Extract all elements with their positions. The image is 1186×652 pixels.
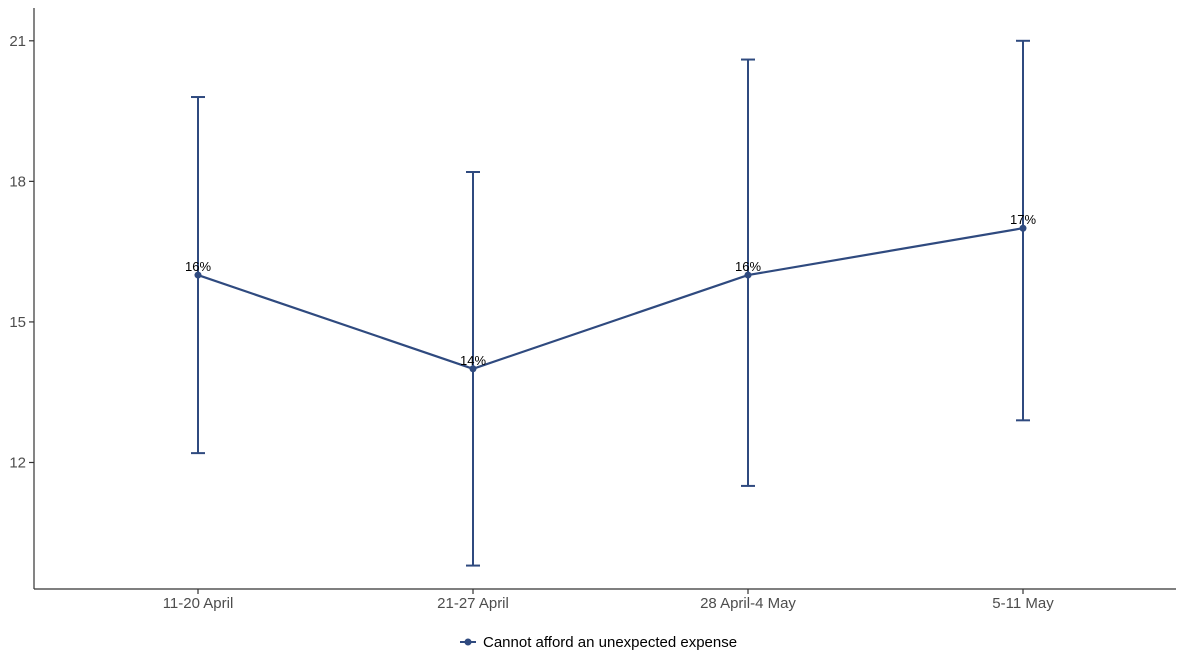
data-labels: 16% 14% 16% 17% (185, 212, 1036, 368)
y-tick-label: 21 (9, 33, 26, 50)
plot-area: 12 15 18 21 11-20 April 21-27 April 28 April-… (9, 8, 1176, 612)
series-line (198, 228, 1023, 369)
data-label: 14% (460, 353, 486, 368)
x-tick-label: 21-27 April (437, 595, 509, 612)
error-bars (191, 41, 1030, 566)
data-label: 17% (1010, 212, 1036, 227)
x-axis-ticks: 11-20 April 21-27 April 28 April-4 May 5-11… (163, 589, 1055, 612)
y-tick-label: 15 (9, 314, 26, 331)
data-points (195, 225, 1027, 373)
x-tick-label: 28 April-4 May (700, 595, 796, 612)
y-tick-label: 12 (9, 454, 26, 471)
x-tick-label: 5-11 May (992, 595, 1054, 612)
y-axis-ticks: 12 15 18 21 (9, 33, 34, 472)
legend-label: Cannot afford an unexpected expense (483, 634, 737, 651)
x-tick-label: 11-20 April (163, 595, 234, 612)
legend: Cannot afford an unexpected expense (460, 634, 737, 651)
y-tick-label: 18 (9, 173, 26, 190)
data-label: 16% (735, 259, 761, 274)
legend-key-point (465, 639, 472, 646)
data-label: 16% (185, 259, 211, 274)
series-line-group (198, 228, 1023, 369)
